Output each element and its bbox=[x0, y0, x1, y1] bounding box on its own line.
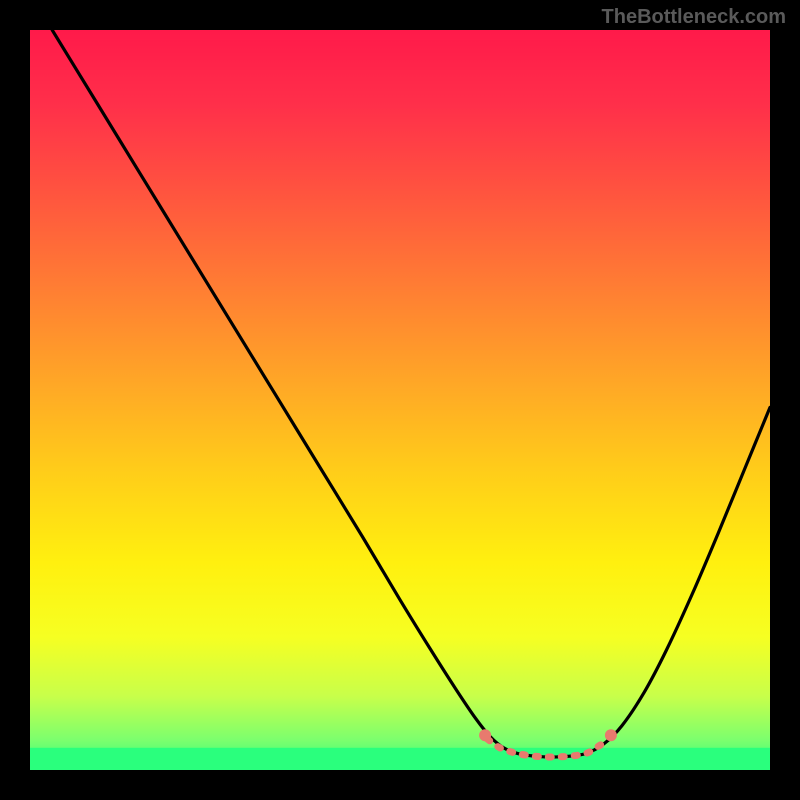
range-markers bbox=[479, 729, 617, 741]
chart-plot-area bbox=[30, 30, 770, 770]
chart-curve-layer bbox=[30, 30, 770, 770]
bottleneck-curve bbox=[52, 30, 770, 757]
attribution-text: TheBottleneck.com bbox=[602, 6, 786, 29]
